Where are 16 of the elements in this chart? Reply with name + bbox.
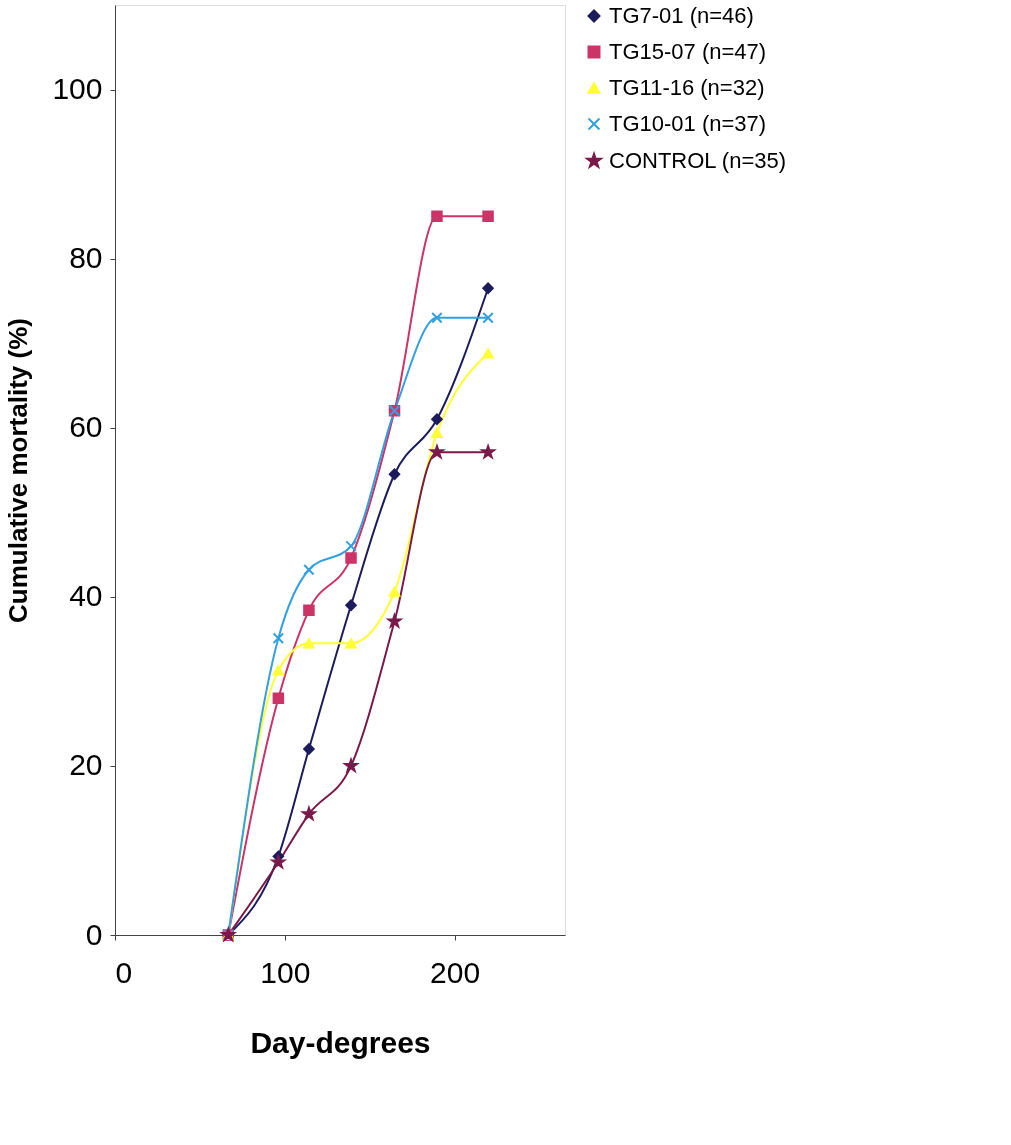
- x-tick-label: 200: [430, 955, 481, 989]
- legend-label: TG10-01 (n=37): [609, 111, 767, 136]
- legend-label: CONTROL (n=35): [609, 148, 787, 173]
- y-tick-label: 0: [85, 917, 103, 951]
- legend-label: TG11-16 (n=32): [609, 75, 765, 100]
- legend-label: TG15-07 (n=47): [609, 39, 767, 64]
- x-tick-label: 0: [115, 955, 133, 989]
- y-tick-label: 100: [52, 72, 103, 106]
- x-axis-title: Day-degrees: [250, 1025, 431, 1059]
- y-tick-label: 60: [69, 410, 103, 444]
- legend-label: TG7-01 (n=46): [609, 3, 754, 28]
- x-tick-label: 100: [260, 955, 311, 989]
- y-tick-label: 20: [69, 748, 103, 782]
- y-tick-label: 40: [69, 579, 103, 613]
- y-axis-title: Cumulative mortality (%): [3, 318, 34, 623]
- y-tick-label: 80: [69, 241, 103, 275]
